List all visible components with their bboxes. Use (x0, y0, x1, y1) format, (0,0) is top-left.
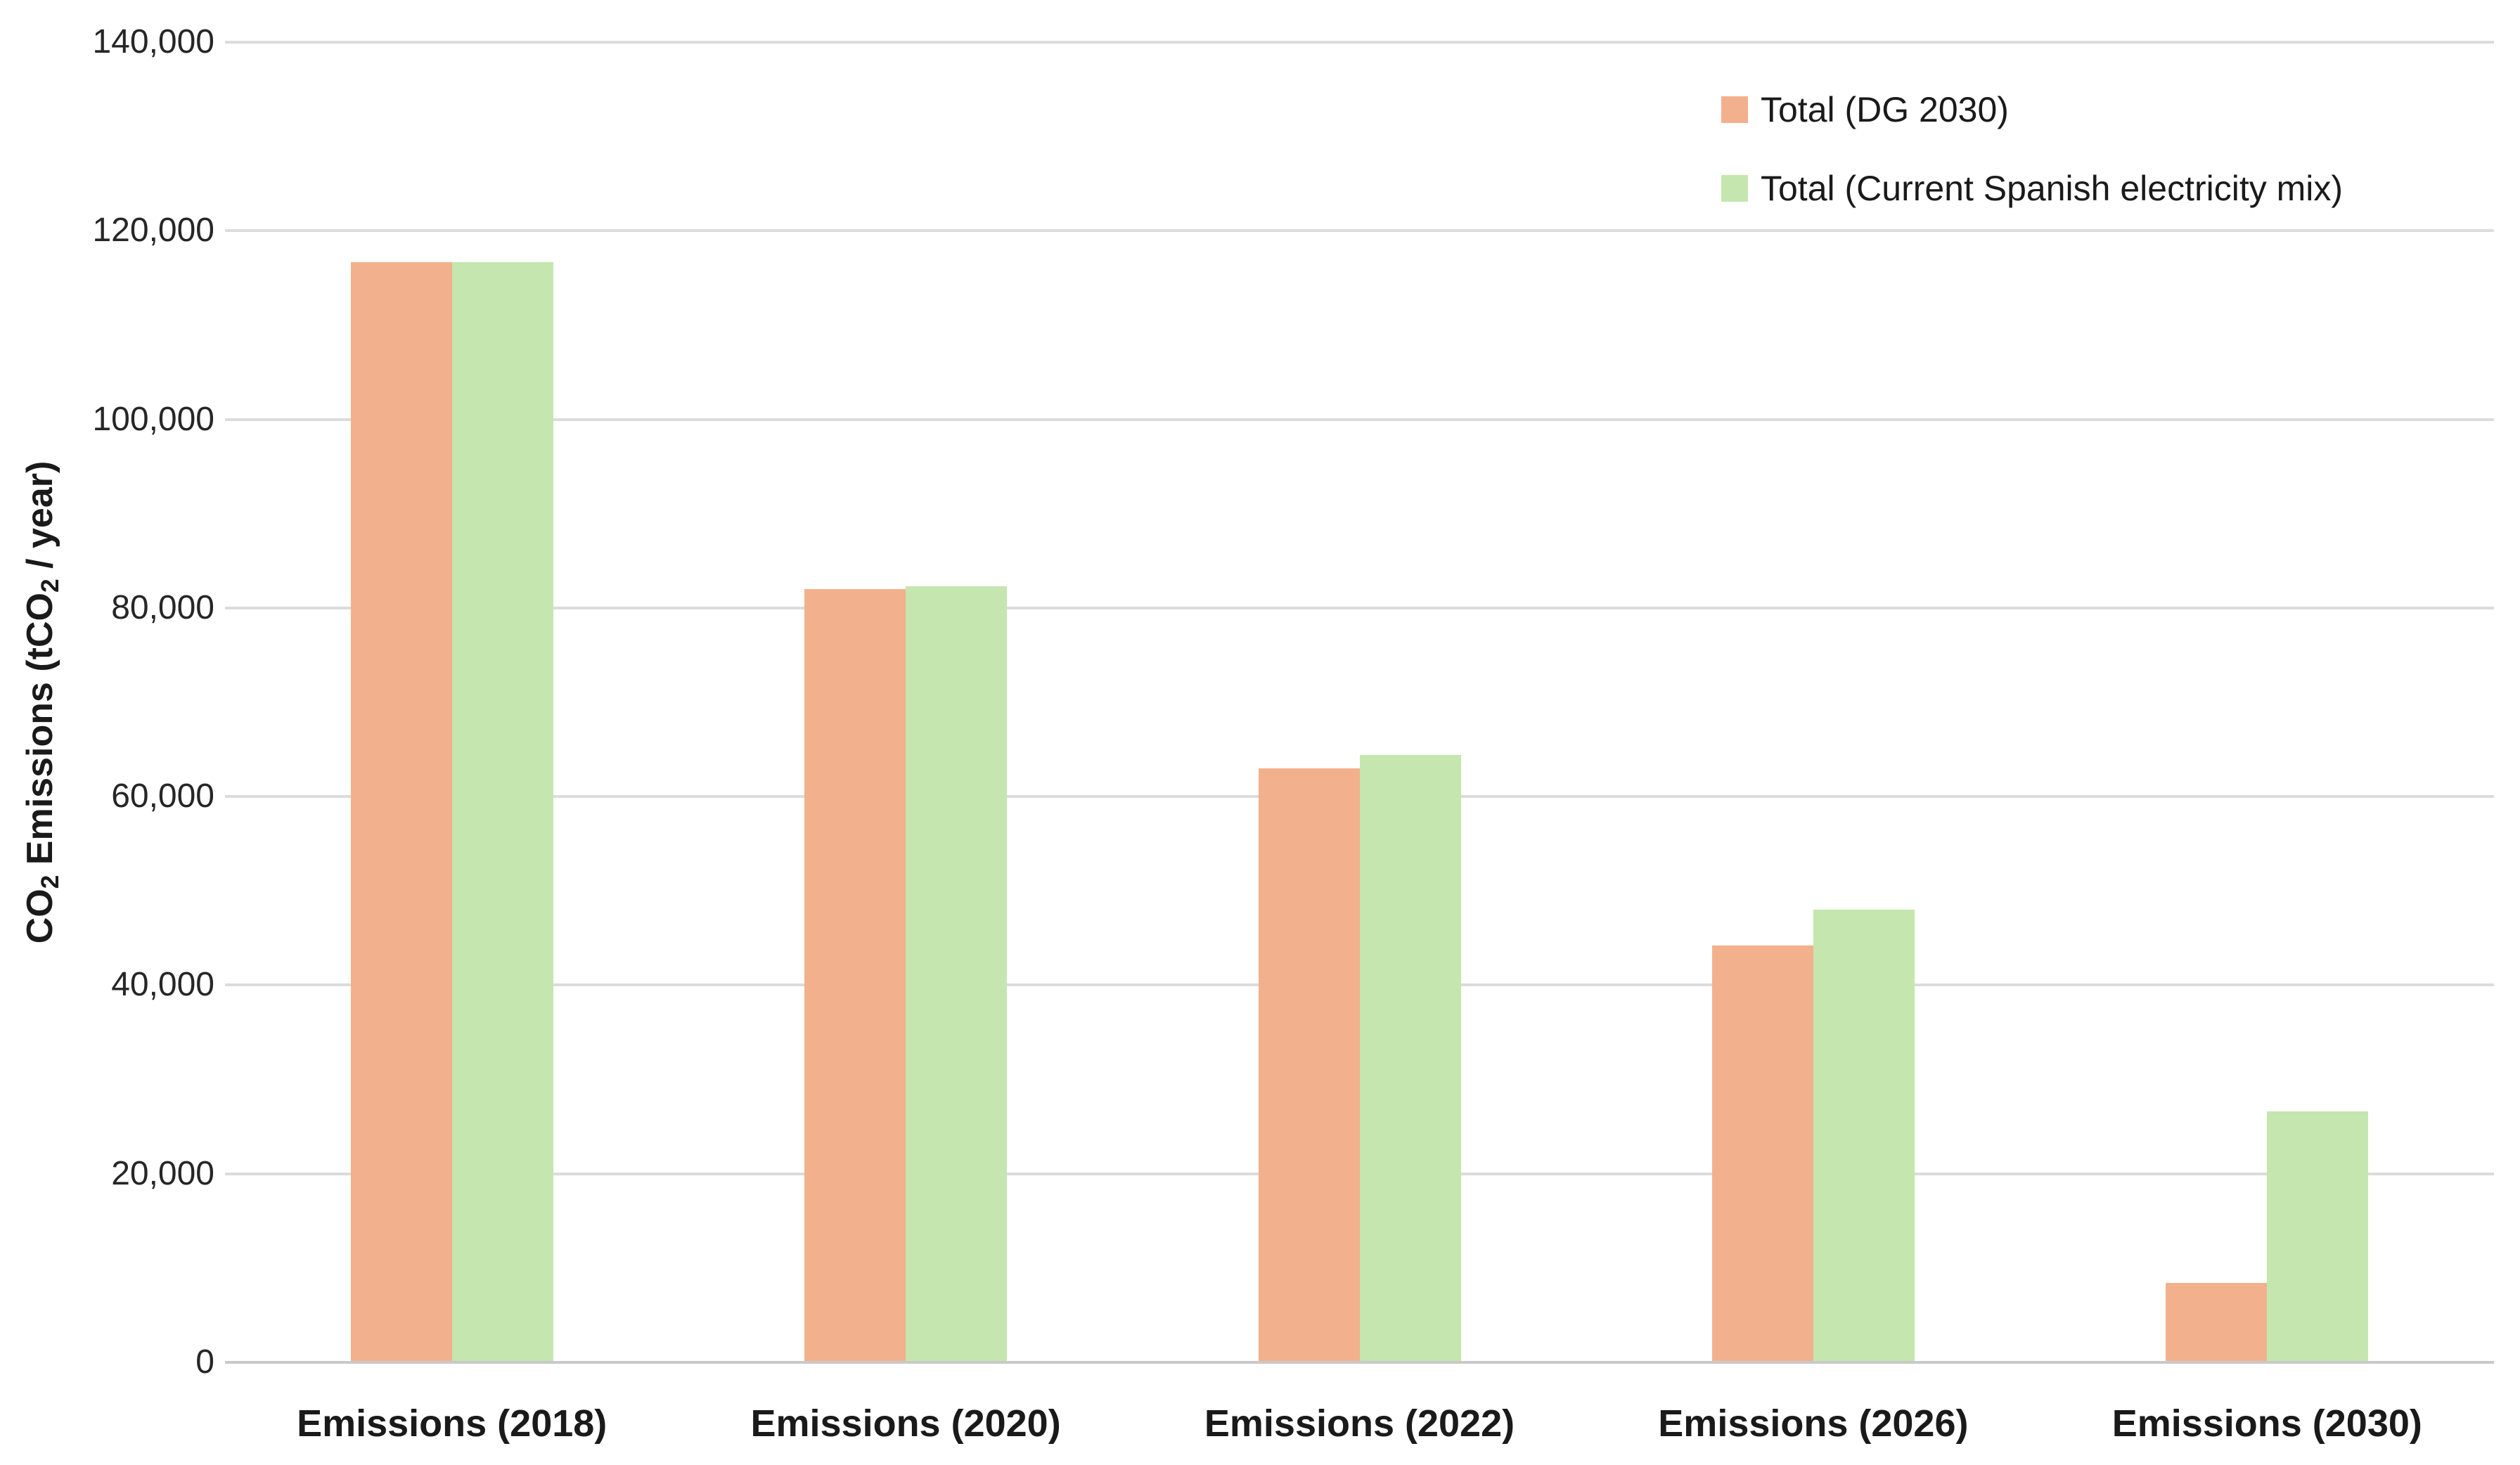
bar-spanish-mix-1 (906, 586, 1008, 1362)
bar-dg2030-3 (1711, 946, 1813, 1362)
y-axis-title: CO2 Emissions (tCO2 / year) (17, 210, 64, 1194)
y-tick-label: 20,000 (111, 1154, 214, 1192)
gridline (225, 229, 2494, 233)
x-category-label: Emissions (2030) (2111, 1402, 2422, 1445)
x-category-label: Emissions (2018) (297, 1402, 608, 1445)
y-tick-label: 80,000 (111, 588, 214, 626)
y-tick-label: 100,000 (92, 400, 214, 438)
y-axis-title-text: CO (20, 889, 60, 944)
x-category-label: Emissions (2020) (750, 1402, 1061, 1445)
x-category-label: Emissions (2022) (1204, 1402, 1515, 1445)
bar-spanish-mix-2 (1359, 755, 1461, 1362)
y-tick-label: 0 (195, 1343, 214, 1381)
legend-swatch-icon (1721, 175, 1748, 202)
legend-label: Total (DG 2030) (1761, 90, 2009, 129)
x-category-label: Emissions (2026) (1658, 1402, 1969, 1445)
legend-item-spanish-mix: Total (Current Spanish electricity mix) (1721, 166, 2343, 211)
plot-area (225, 41, 2494, 1364)
y-tick-label: 40,000 (111, 966, 214, 1004)
y-axis-title-text: Emissions (tCO (20, 593, 60, 875)
bar-dg2030-4 (2166, 1283, 2268, 1362)
y-tick-label: 120,000 (92, 212, 214, 250)
y-axis-title-subscript: 2 (36, 875, 64, 889)
legend-item-dg2030: Total (DG 2030) (1721, 87, 2343, 132)
gridline (225, 606, 2494, 609)
bar-dg2030-1 (804, 589, 906, 1362)
y-tick-label: 140,000 (92, 23, 214, 60)
bar-spanish-mix-4 (2267, 1111, 2369, 1362)
gridline (225, 418, 2494, 421)
bar-dg2030-0 (350, 262, 452, 1362)
legend-swatch-icon (1721, 96, 1748, 123)
y-axis-title-text: / year) (20, 460, 60, 579)
bar-dg2030-2 (1258, 768, 1360, 1362)
x-axis-line (225, 1361, 2494, 1364)
bar-spanish-mix-3 (1813, 910, 1915, 1362)
legend-label: Total (Current Spanish electricity mix) (1761, 169, 2344, 208)
legend: Total (DG 2030) Total (Current Spanish el… (1721, 87, 2343, 245)
bar-spanish-mix-0 (451, 262, 553, 1362)
gridline (225, 41, 2494, 44)
y-tick-label: 60,000 (111, 777, 214, 815)
